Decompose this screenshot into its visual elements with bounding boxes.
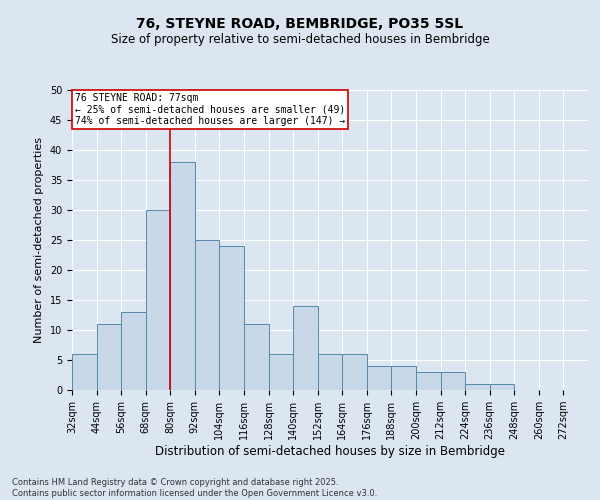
Bar — [244, 324, 269, 390]
Bar — [97, 324, 121, 390]
Bar — [440, 372, 465, 390]
Bar — [318, 354, 342, 390]
Bar — [170, 162, 195, 390]
Bar — [391, 366, 416, 390]
Text: 76 STEYNE ROAD: 77sqm
← 25% of semi-detached houses are smaller (49)
74% of semi: 76 STEYNE ROAD: 77sqm ← 25% of semi-deta… — [74, 93, 345, 126]
Y-axis label: Number of semi-detached properties: Number of semi-detached properties — [34, 137, 44, 343]
Bar — [121, 312, 146, 390]
Bar — [72, 354, 97, 390]
X-axis label: Distribution of semi-detached houses by size in Bembridge: Distribution of semi-detached houses by … — [155, 445, 505, 458]
Bar — [293, 306, 318, 390]
Bar — [269, 354, 293, 390]
Text: Size of property relative to semi-detached houses in Bembridge: Size of property relative to semi-detach… — [110, 32, 490, 46]
Text: 76, STEYNE ROAD, BEMBRIDGE, PO35 5SL: 76, STEYNE ROAD, BEMBRIDGE, PO35 5SL — [136, 18, 464, 32]
Bar — [490, 384, 514, 390]
Text: Contains HM Land Registry data © Crown copyright and database right 2025.
Contai: Contains HM Land Registry data © Crown c… — [12, 478, 377, 498]
Bar — [416, 372, 440, 390]
Bar — [342, 354, 367, 390]
Bar — [146, 210, 170, 390]
Bar — [220, 246, 244, 390]
Bar — [465, 384, 490, 390]
Bar — [195, 240, 220, 390]
Bar — [367, 366, 391, 390]
